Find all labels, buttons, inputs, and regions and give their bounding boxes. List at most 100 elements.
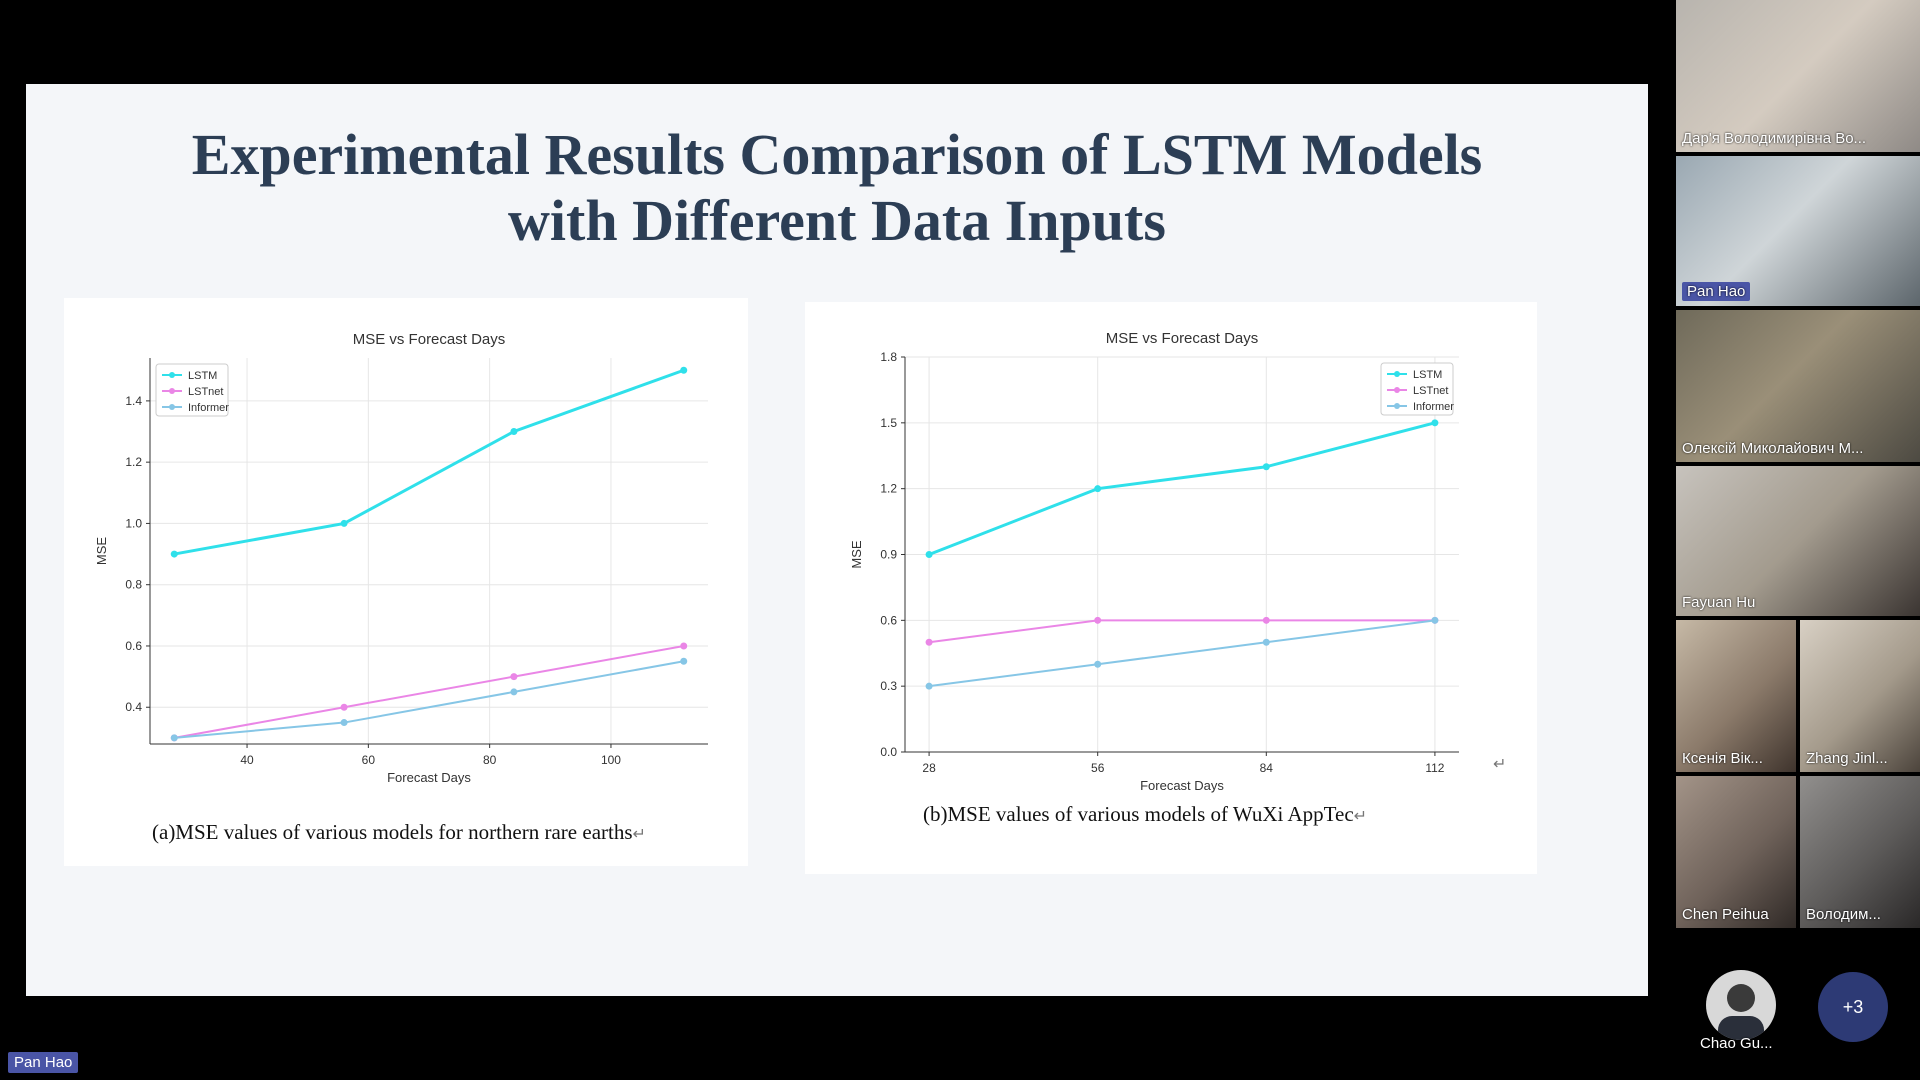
y-tick-label: 1.4 <box>125 394 142 408</box>
participant-tile[interactable]: Fayuan Hu <box>1676 466 1920 616</box>
data-point <box>340 719 348 727</box>
participant-name: Ксенія Вік... <box>1682 750 1763 767</box>
data-point <box>1094 485 1102 493</box>
return-mark-icon: ↵ <box>1353 808 1368 825</box>
y-tick-label: 0.0 <box>880 745 897 759</box>
series-line-lstnet <box>928 619 1435 644</box>
legend-label: LSTM <box>1413 369 1442 381</box>
return-mark-icon: ↵ <box>632 826 646 843</box>
chart-title: MSE vs Forecast Days <box>1106 330 1259 347</box>
x-tick-label: 28 <box>922 761 936 775</box>
data-point <box>925 638 933 646</box>
data-point <box>680 642 688 650</box>
legend-marker <box>1394 387 1400 393</box>
participant-name: Дар'я Володимирівна Во... <box>1682 130 1867 147</box>
x-tick-label: 60 <box>362 753 376 767</box>
legend-marker <box>169 404 175 410</box>
legend-label: LSTnet <box>1413 385 1448 397</box>
y-tick-label: 0.6 <box>125 639 142 653</box>
series-line-lstm <box>173 368 685 556</box>
return-mark-icon: ↵ <box>1493 756 1507 773</box>
x-tick-label: 112 <box>1425 761 1444 775</box>
data-point <box>680 657 688 665</box>
chart-a-card: 40 60 80 100 0.4 0.6 0.8 1.0 1.2 1.4 MSE vs Foreca… <box>64 298 748 866</box>
chart-a: 40 60 80 100 0.4 0.6 0.8 1.0 1.2 1.4 MSE vs Foreca… <box>94 331 708 785</box>
participant-tile[interactable]: Олексій Миколайович М... <box>1676 310 1920 462</box>
y-tick-label: 0.8 <box>125 578 142 592</box>
participant-name: Олексій Миколайович М... <box>1682 440 1864 457</box>
data-point <box>1262 463 1270 471</box>
data-point <box>1431 419 1439 427</box>
active-speaker-label: Pan Hao <box>8 1052 79 1073</box>
x-tick-label: 56 <box>1091 761 1105 775</box>
chart-title: MSE vs Forecast Days <box>353 331 506 348</box>
x-axis-label: Forecast Days <box>387 770 471 785</box>
series-line-lstm <box>928 421 1436 556</box>
series-line-lstnet <box>174 644 684 739</box>
y-tick-label: 0.9 <box>880 548 897 562</box>
participant-tile[interactable]: Chen Peihua <box>1676 776 1796 928</box>
participant-name: Zhang Jinl... <box>1806 750 1888 767</box>
y-tick-label: 1.5 <box>880 416 897 430</box>
participant-tile[interactable]: Zhang Jinl... <box>1800 620 1920 772</box>
legend-label: LSTnet <box>188 386 223 398</box>
slide-title-line-1: Experimental Results Comparison of LSTM … <box>191 122 1483 187</box>
participant-name: Fayuan Hu <box>1682 594 1756 611</box>
data-point <box>340 519 348 527</box>
data-point <box>1094 616 1102 624</box>
participant-name: Chen Peihua <box>1682 906 1769 923</box>
legend-marker <box>1394 371 1400 377</box>
more-participants-button[interactable]: +3 <box>1818 972 1888 1042</box>
participant-name: Володим... <box>1806 906 1881 923</box>
data-point <box>925 682 933 690</box>
data-point <box>1262 638 1270 646</box>
participant-sidebar: Дар'я Володимирівна Во... Pan Hao Олексі… <box>1674 0 1920 1080</box>
y-tick-label: 1.8 <box>880 350 897 364</box>
y-tick-label: 0.6 <box>880 613 897 627</box>
data-point <box>1094 660 1102 668</box>
data-point <box>680 366 688 374</box>
legend-marker <box>169 372 175 378</box>
chart-a-caption: (a)MSE values of various models for nort… <box>152 820 646 845</box>
series-line-informer <box>928 619 1436 688</box>
data-point <box>340 703 348 711</box>
participant-tile[interactable]: Pan Hao <box>1676 156 1920 306</box>
y-axis-label: MSE <box>94 537 109 566</box>
data-point <box>925 551 933 558</box>
chart-b-card: 28 56 84 112 0.0 0.3 0.6 0.9 1.2 1.5 1.8 MSE vs For… <box>805 302 1537 874</box>
data-point <box>1431 616 1439 624</box>
participant-tile[interactable]: Дар'я Володимирівна Во... <box>1676 0 1920 152</box>
x-tick-label: 100 <box>601 753 621 767</box>
participant-tile[interactable]: Володим... <box>1800 776 1920 928</box>
y-tick-label: 1.2 <box>125 455 142 469</box>
data-point <box>510 673 518 681</box>
chart-b-caption-text: (b)MSE values of various models of WuXi … <box>923 802 1354 826</box>
y-tick-label: 1.0 <box>125 516 142 530</box>
data-point <box>1262 616 1270 624</box>
x-tick-label: 80 <box>483 753 497 767</box>
series-line-informer <box>174 660 684 739</box>
y-tick-label: 1.2 <box>880 482 897 496</box>
shared-slide: Experimental Results Comparison of LSTM … <box>26 84 1648 996</box>
participant-name: Pan Hao <box>1682 282 1751 301</box>
data-point <box>510 688 518 696</box>
data-point <box>170 550 178 558</box>
legend-label: Informer <box>1413 401 1454 413</box>
legend-label: LSTM <box>188 370 217 382</box>
participant-name: Chao Gu... <box>1700 1035 1773 1052</box>
participant-avatar-tile[interactable]: Chao Gu... <box>1674 960 1808 1060</box>
participant-tile[interactable]: Ксенія Вік... <box>1676 620 1796 772</box>
legend-marker <box>1394 403 1400 409</box>
slide-title-line-2: with Different Data Inputs <box>508 188 1166 253</box>
legend-label: Informer <box>188 402 229 414</box>
y-tick-label: 0.4 <box>125 700 142 714</box>
chart-b: 28 56 84 112 0.0 0.3 0.6 0.9 1.2 1.5 1.8 MSE vs For… <box>849 330 1459 793</box>
x-tick-label: 84 <box>1260 761 1274 775</box>
avatar <box>1706 970 1776 1040</box>
slide-title: Experimental Results Comparison of LSTM … <box>26 122 1648 254</box>
avatar-icon <box>1718 984 1764 1040</box>
y-axis-label: MSE <box>849 540 864 569</box>
chart-a-caption-text: (a)MSE values of various models for nort… <box>152 820 633 844</box>
chart-b-caption: (b)MSE values of various models of WuXi … <box>923 802 1367 827</box>
legend-marker <box>169 388 175 394</box>
